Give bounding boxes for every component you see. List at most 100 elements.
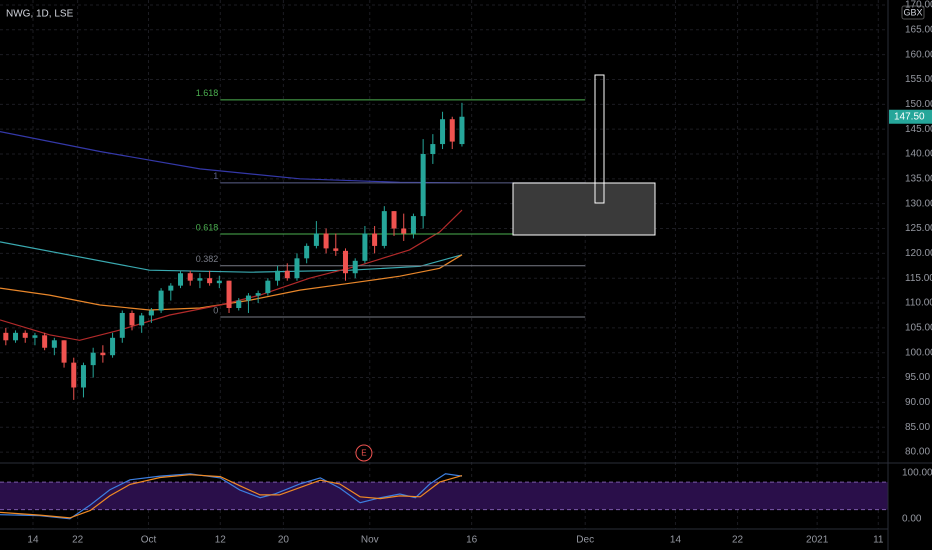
candle-body <box>22 332 28 338</box>
candle-body <box>304 245 310 259</box>
candle-body <box>284 270 290 279</box>
candle-body <box>226 280 232 308</box>
candle-body <box>187 273 193 281</box>
y-tick-label: 105.00 <box>905 323 932 334</box>
candle-body <box>158 290 164 311</box>
x-tick-label: 16 <box>466 535 478 546</box>
earnings-label[interactable]: E <box>361 449 366 458</box>
fib-ratio-label: 1 <box>213 171 218 181</box>
y-tick-label: 135.00 <box>905 173 932 184</box>
y-tick-label: 170.00 <box>905 0 932 11</box>
candle-body <box>255 293 261 296</box>
symbol-title: NWG, 1D, LSE <box>6 9 74 20</box>
x-tick-label: Nov <box>361 535 379 546</box>
candle-body <box>148 310 154 316</box>
candle-body <box>294 258 300 279</box>
earnings-marker[interactable] <box>355 444 373 462</box>
candle-body <box>275 270 281 281</box>
candle-body <box>216 280 222 284</box>
fib-ratio-label: 1.618 <box>196 88 219 98</box>
oscillator-line <box>0 474 463 519</box>
x-tick-label: 2021 <box>806 535 829 546</box>
y-tick-label: 150.00 <box>905 99 932 110</box>
y-tick-label: 130.00 <box>905 198 932 209</box>
y-tick-label: 100.00 <box>905 347 932 358</box>
y-tick-label: 90.00 <box>905 397 930 408</box>
candle-body <box>410 216 416 234</box>
candle-body <box>236 300 242 308</box>
candle-body <box>420 154 426 217</box>
y-tick-label: 110.00 <box>905 298 932 309</box>
last-price-tag <box>889 109 932 124</box>
x-tick-label: 14 <box>670 535 682 546</box>
x-tick-label: 11 <box>873 535 884 546</box>
candle-body <box>90 352 96 366</box>
y-tick-label: 80.00 <box>905 447 930 458</box>
fib-ratio-label: 0 <box>213 305 218 315</box>
candle-body <box>119 312 125 338</box>
candle-body <box>362 233 368 261</box>
axes: 80.0085.0090.0095.00100.00105.00110.0011… <box>27 0 932 546</box>
drawn-bar <box>594 74 605 204</box>
x-tick-label: 12 <box>215 535 227 546</box>
y-tick-label: 95.00 <box>905 372 930 383</box>
candle-body <box>323 233 329 249</box>
candle-body <box>440 119 446 145</box>
candle-body <box>51 340 57 348</box>
candle-body <box>100 352 106 356</box>
y-tick-label: 155.00 <box>905 74 932 85</box>
candle-body <box>449 119 455 142</box>
candle-body <box>71 362 77 388</box>
moving-average <box>0 241 463 273</box>
candle-body <box>80 365 86 388</box>
candle-body <box>265 280 271 294</box>
grid <box>0 0 888 529</box>
y-tick-label: 85.00 <box>905 422 930 433</box>
candle-body <box>61 340 67 363</box>
currency-label[interactable]: GBX <box>903 7 922 17</box>
y-tick-label: 160.00 <box>905 49 932 60</box>
y-tick-label: 125.00 <box>905 223 932 234</box>
candle-body <box>42 335 48 348</box>
drawn-box <box>512 182 656 236</box>
last-price-label: 147.50 <box>894 111 925 122</box>
fib-ratio-label: 0.382 <box>196 254 219 264</box>
candle-body <box>381 211 387 246</box>
x-tick-label: 22 <box>732 535 744 546</box>
y-tick-label: 165.00 <box>905 24 932 35</box>
candle-body <box>245 295 251 301</box>
x-tick-label: Dec <box>576 535 594 546</box>
candle-body <box>313 233 319 246</box>
candle-body <box>197 278 203 281</box>
candle-body <box>459 116 465 145</box>
moving-average <box>0 209 463 341</box>
candle-body <box>168 285 174 291</box>
candle-body <box>333 248 339 251</box>
x-tick-label: 20 <box>278 535 290 546</box>
y-tick-label: 145.00 <box>905 124 932 135</box>
candle-body <box>401 228 407 234</box>
x-tick-label: 14 <box>27 535 39 546</box>
candle-body <box>32 335 38 338</box>
candle-body <box>430 144 436 154</box>
candle-body <box>178 273 184 286</box>
candle-body <box>13 332 19 341</box>
y-tick-label: 0.00 <box>902 513 922 524</box>
candle-body <box>110 337 116 356</box>
fib-ratio-label: 0.618 <box>196 222 219 232</box>
candle-body <box>372 233 378 246</box>
candle-body <box>207 278 213 284</box>
y-tick-label: 100.00 <box>902 468 932 479</box>
y-tick-label: 120.00 <box>905 248 932 259</box>
band-fill <box>0 482 888 510</box>
y-tick-label: 140.00 <box>905 149 932 160</box>
plot: 0 0.382 0.618 1 1.618 E <box>0 88 888 520</box>
candle-body <box>391 211 397 229</box>
x-tick-label: 22 <box>72 535 84 546</box>
candle-body <box>342 250 348 274</box>
candle-body <box>139 315 145 326</box>
candle-body <box>352 260 358 274</box>
currency-box[interactable] <box>901 5 925 20</box>
